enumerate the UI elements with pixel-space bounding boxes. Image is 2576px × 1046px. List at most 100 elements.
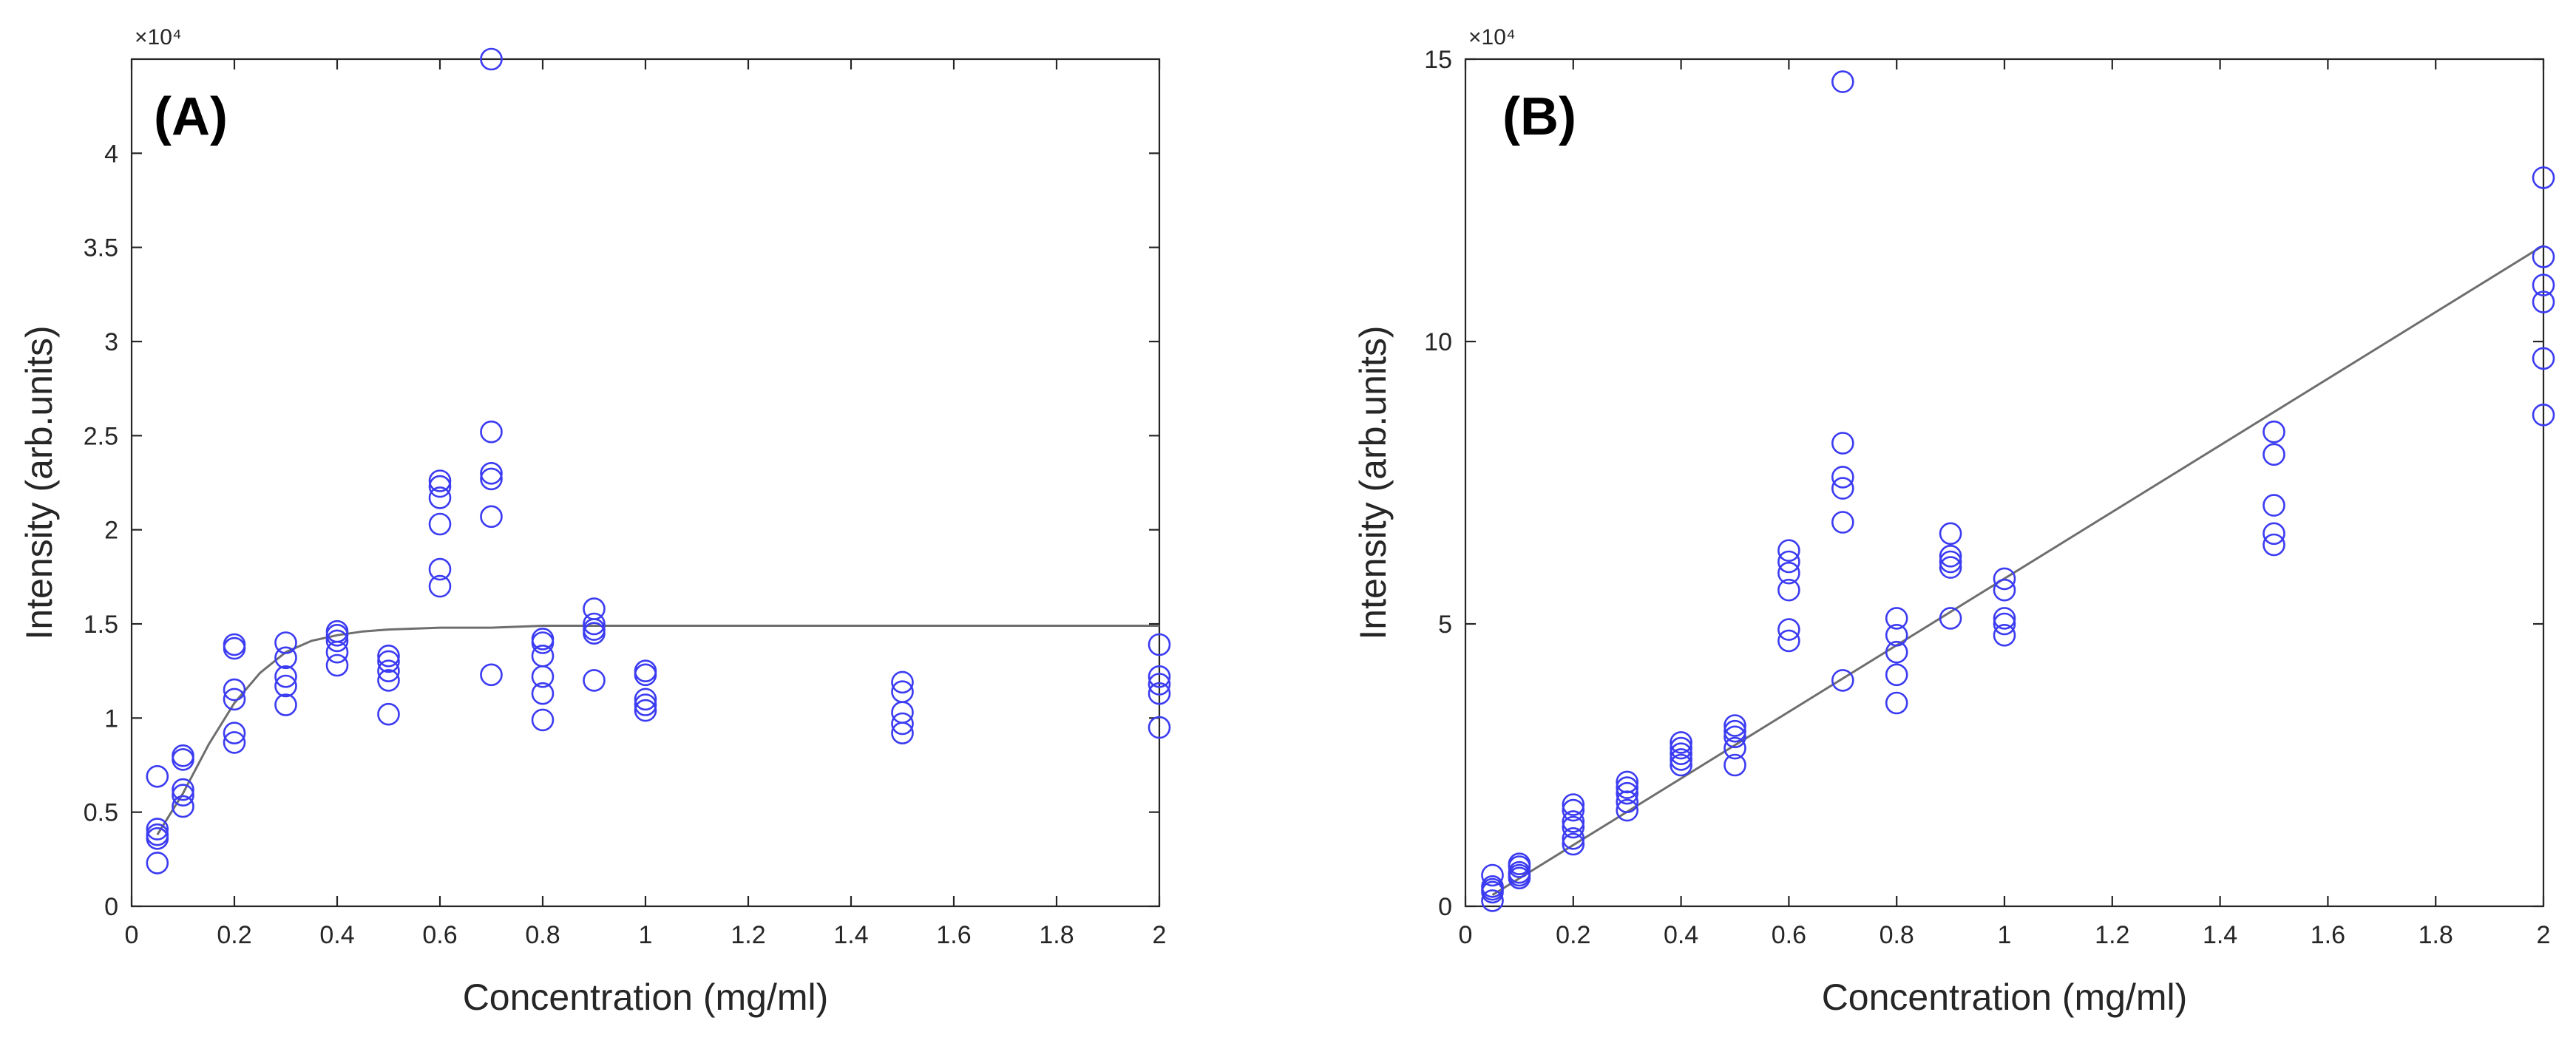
data-point xyxy=(2263,420,2285,444)
data-point xyxy=(1148,665,1171,688)
data-point xyxy=(1885,607,1908,630)
data-point xyxy=(1993,612,2016,636)
data-point xyxy=(1831,511,1854,534)
y-tick-label: 0 xyxy=(104,893,118,921)
x-tick-label: 1.4 xyxy=(833,921,868,949)
x-tick-label: 0 xyxy=(1459,921,1473,949)
data-point xyxy=(531,628,555,651)
chart-panel-b: 0 0.2 0.4 0.6 0.8 1 1.2 1.4 1.6 1.8 2 0 5 10 15 ×10⁴ Con… xyxy=(1352,25,2555,1018)
y-tick-label: 0 xyxy=(1438,893,1452,921)
data-point xyxy=(1562,832,1585,856)
data-point xyxy=(146,818,169,840)
x-tick-label: 1.6 xyxy=(936,921,971,949)
data-point xyxy=(223,721,246,745)
x-tick-label: 0.8 xyxy=(525,921,560,949)
data-point xyxy=(1993,578,2016,602)
data-point xyxy=(325,619,349,643)
data-point xyxy=(1616,798,1638,822)
y-tick-label: 15 xyxy=(1424,46,1452,74)
x-tick-label: 0.4 xyxy=(1664,921,1698,949)
y-tick-label: 1 xyxy=(104,704,118,733)
data-point xyxy=(1148,673,1171,696)
y-tick-label: 4 xyxy=(104,140,118,168)
data-point xyxy=(1939,522,1962,546)
data-point xyxy=(274,646,297,670)
data-point xyxy=(1562,793,1585,816)
x-tick-label: 0 xyxy=(125,921,139,949)
data-point xyxy=(1939,607,1962,630)
panel-label: (A) xyxy=(154,87,228,146)
x-tick-label: 0.6 xyxy=(422,921,457,949)
plot-area-frame xyxy=(130,58,1161,908)
data-point xyxy=(2532,403,2555,427)
y-tick-label: 3 xyxy=(104,328,118,356)
data-point xyxy=(1670,731,1692,754)
y-axis-title: Intensity (arb.units) xyxy=(18,325,60,639)
data-point xyxy=(1723,714,1746,737)
data-point xyxy=(274,665,297,688)
data-point xyxy=(891,680,914,704)
data-point xyxy=(325,629,349,653)
y-axis-title: Intensity (arb.units) xyxy=(1352,325,1394,639)
data-point xyxy=(2263,494,2285,517)
data-point xyxy=(2263,443,2285,466)
data-point xyxy=(634,693,657,716)
data-point xyxy=(172,778,194,801)
data-point xyxy=(428,512,452,536)
data-point xyxy=(1885,623,1908,647)
data-point xyxy=(1616,776,1638,799)
data-point xyxy=(172,795,194,818)
data-point xyxy=(223,633,246,656)
data-point xyxy=(1562,810,1585,833)
data-point xyxy=(172,784,194,806)
data-point xyxy=(274,674,297,698)
data-point xyxy=(1831,669,1854,692)
y-tick-label: 10 xyxy=(1424,328,1452,356)
data-point xyxy=(1670,742,1692,766)
data-point xyxy=(1777,561,1800,585)
data-point xyxy=(1939,556,1962,579)
x-tick-label: 1.8 xyxy=(2419,921,2453,949)
data-point xyxy=(480,505,503,529)
data-point xyxy=(1481,875,1504,898)
data-point xyxy=(1777,539,1800,563)
data-point xyxy=(428,475,452,498)
fit-line xyxy=(156,625,1159,835)
data-point xyxy=(583,669,606,692)
x-tick-label: 0.2 xyxy=(1556,921,1590,949)
data-point xyxy=(146,852,169,875)
data-point xyxy=(1723,719,1746,743)
x-tick-label: 1.4 xyxy=(2203,921,2237,949)
x-tick-label: 1.2 xyxy=(2095,921,2129,949)
x-axis-title: Concentration (mg/ml) xyxy=(463,977,829,1018)
data-point xyxy=(274,693,297,716)
data-point xyxy=(1939,544,1962,568)
data-point xyxy=(377,659,400,683)
data-point xyxy=(1993,623,2016,647)
data-point xyxy=(1831,70,1854,93)
data-point xyxy=(1616,770,1638,794)
data-point xyxy=(634,699,657,722)
data-point xyxy=(377,702,400,726)
data-point xyxy=(2532,166,2555,189)
data-point xyxy=(2263,522,2285,546)
x-tick-label: 0.2 xyxy=(217,921,251,949)
data-point xyxy=(428,557,452,581)
y-exponent-label: ×10⁴ xyxy=(135,25,182,50)
data-point xyxy=(172,744,194,767)
data-point xyxy=(223,678,246,702)
x-tick-label: 2 xyxy=(2537,921,2551,949)
data-point xyxy=(1993,607,2016,630)
x-axis-title: Concentration (mg/ml) xyxy=(1822,977,2188,1018)
data-point xyxy=(1885,640,1908,664)
data-point xyxy=(634,687,657,711)
data-point xyxy=(428,574,452,598)
data-point xyxy=(1670,748,1692,771)
x-tick-label: 1 xyxy=(1998,921,2012,949)
data-point xyxy=(428,469,452,492)
data-point xyxy=(1993,567,2016,591)
data-point xyxy=(1562,827,1585,850)
x-tick-label: 0.8 xyxy=(1880,921,1914,949)
data-point xyxy=(1670,736,1692,760)
data-point xyxy=(2532,347,2555,370)
